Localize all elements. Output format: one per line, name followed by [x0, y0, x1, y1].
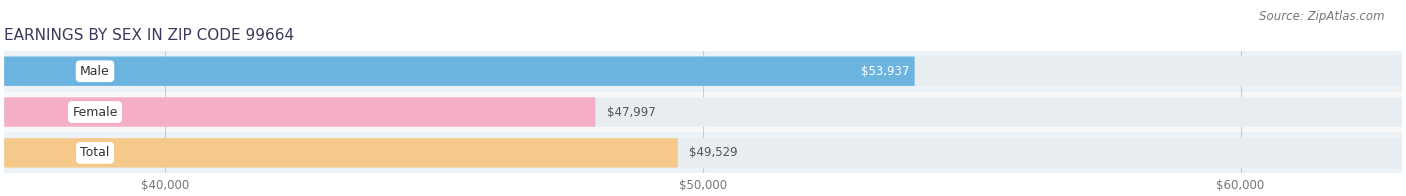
- Text: Total: Total: [80, 146, 110, 159]
- Bar: [4, 132, 1402, 173]
- Text: $49,529: $49,529: [689, 146, 738, 159]
- FancyBboxPatch shape: [4, 97, 1402, 127]
- FancyBboxPatch shape: [4, 138, 678, 168]
- Text: Source: ZipAtlas.com: Source: ZipAtlas.com: [1260, 10, 1385, 23]
- FancyBboxPatch shape: [4, 97, 595, 127]
- Bar: [4, 92, 1402, 132]
- FancyBboxPatch shape: [4, 138, 1402, 168]
- FancyBboxPatch shape: [4, 56, 1402, 86]
- Text: $47,997: $47,997: [606, 105, 655, 119]
- Text: Female: Female: [72, 105, 118, 119]
- FancyBboxPatch shape: [4, 56, 915, 86]
- Text: EARNINGS BY SEX IN ZIP CODE 99664: EARNINGS BY SEX IN ZIP CODE 99664: [4, 28, 294, 43]
- Text: Male: Male: [80, 65, 110, 78]
- Bar: [4, 51, 1402, 92]
- Text: $53,937: $53,937: [860, 65, 910, 78]
